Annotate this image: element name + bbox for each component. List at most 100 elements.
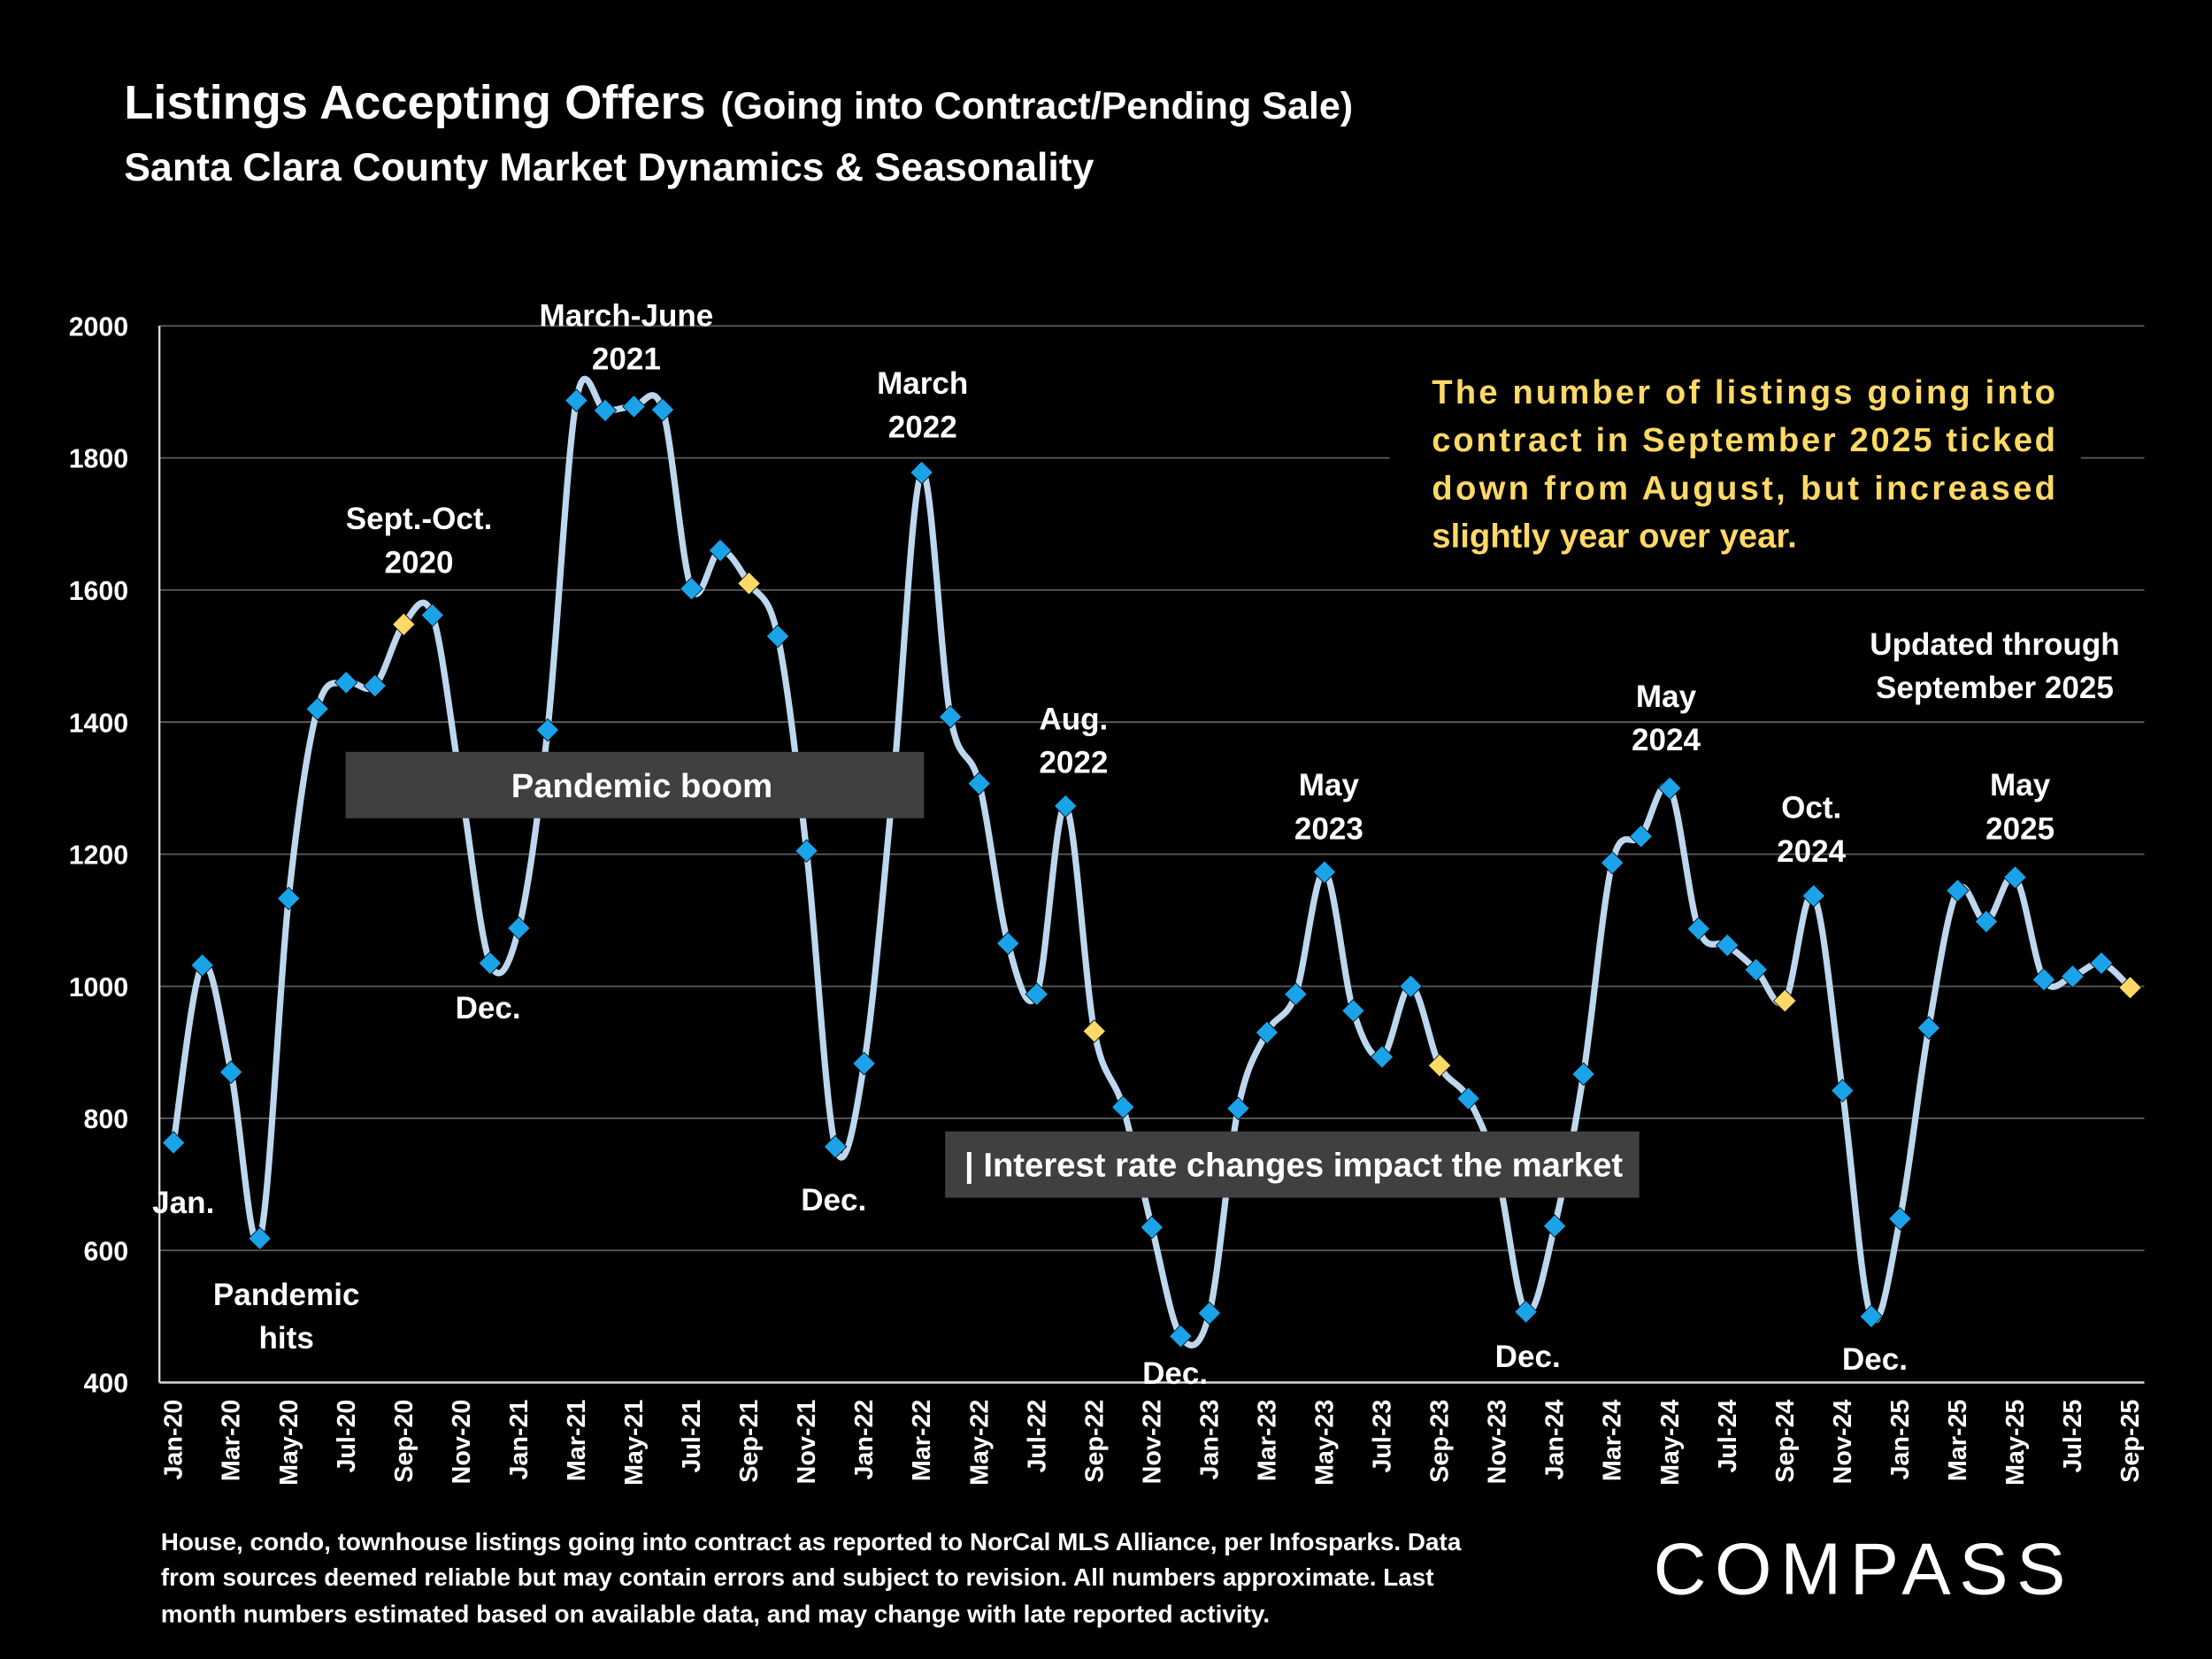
data-point-jan-25 xyxy=(1888,1207,1912,1231)
x-tick-label: Sep-25 xyxy=(2116,1400,2145,1483)
y-tick-label: 1200 xyxy=(69,841,128,871)
data-point-oct-22 xyxy=(1110,1094,1135,1119)
data-point-oct-21 xyxy=(765,624,790,649)
x-tick-label: Mar-24 xyxy=(1599,1400,1627,1482)
annotation-march-june-2021-1: March-June xyxy=(540,298,714,333)
data-point-nov-24 xyxy=(1830,1079,1855,1102)
data-point-sep-20 xyxy=(391,612,416,636)
data-point-aug-23 xyxy=(1399,974,1423,998)
x-tick-label: Nov-23 xyxy=(1484,1400,1512,1485)
data-point-feb-23 xyxy=(1226,1096,1250,1121)
compass-logo: COMPASS xyxy=(1654,1528,2074,1610)
data-point-jun-25 xyxy=(2032,967,2056,992)
x-tick-label: Jan-24 xyxy=(1541,1400,1570,1480)
data-point-mar-23 xyxy=(1255,1020,1279,1045)
x-tick-label: Nov-20 xyxy=(448,1400,476,1485)
annotation-oct-2024-2: 2024 xyxy=(1777,834,1847,869)
annotation-aug-2022-2: 2022 xyxy=(1039,746,1108,780)
data-point-sep-21 xyxy=(737,572,761,595)
y-tick-label: 800 xyxy=(84,1105,129,1134)
data-point-dec-24 xyxy=(1859,1304,1884,1329)
data-point-dec-21 xyxy=(823,1134,848,1159)
data-point-may-22 xyxy=(967,772,992,795)
annotation-may-2024-2: 2024 xyxy=(1632,723,1701,757)
note-line: The number of listings going into xyxy=(1432,373,2055,411)
data-point-aug-21 xyxy=(708,538,733,563)
interest-rate-label: | Interest rate changes impact the marke… xyxy=(964,1147,1623,1185)
data-point-nov-22 xyxy=(1140,1215,1164,1240)
x-tick-label: May-20 xyxy=(275,1400,303,1486)
data-point-feb-21 xyxy=(535,718,560,742)
annotation-may-2023-2: 2023 xyxy=(1294,812,1363,847)
y-tick-label: 1800 xyxy=(69,445,128,474)
data-point-apr-21 xyxy=(593,398,618,423)
x-tick-label: Jul-24 xyxy=(1714,1400,1742,1473)
annotation-sept-oct-2020-2: 2020 xyxy=(385,545,454,580)
data-point-apr-25 xyxy=(1974,910,1999,933)
x-tick-label: Sep-20 xyxy=(390,1400,419,1483)
data-point-apr-22 xyxy=(938,704,963,729)
x-tick-label: Nov-22 xyxy=(1138,1400,1166,1485)
x-tick-label: Jul-20 xyxy=(333,1400,361,1473)
x-tick-label: May-22 xyxy=(965,1400,994,1486)
data-point-mar-20 xyxy=(219,1060,243,1085)
x-tick-label: May-21 xyxy=(620,1400,649,1486)
data-point-feb-25 xyxy=(1916,1016,1941,1041)
annotation-march-2022-1: March xyxy=(877,366,968,401)
data-point-jun-23 xyxy=(1341,998,1365,1023)
annotation-may-2023-1: May xyxy=(1299,768,1360,803)
note-line: slightly year over year. xyxy=(1432,518,1796,556)
pandemic-boom-label: Pandemic boom xyxy=(511,767,772,805)
y-axis-ticks: 400 600 800 1000 1200 1400 1600 1800 2000 xyxy=(69,312,128,1398)
data-point-feb-20 xyxy=(190,953,214,978)
data-point-jun-22 xyxy=(995,931,1020,956)
data-point-sep-25 xyxy=(2118,975,2142,1000)
subtitle: Santa Clara County Market Dynamics & Sea… xyxy=(124,146,1094,189)
x-tick-label: Jul-25 xyxy=(2059,1400,2087,1473)
y-tick-label: 1000 xyxy=(69,973,128,1002)
x-tick-label: Sep-21 xyxy=(735,1400,764,1483)
x-tick-label: Jan-22 xyxy=(850,1400,879,1480)
data-point-jan-23 xyxy=(1197,1301,1222,1325)
x-tick-label: May-23 xyxy=(1311,1400,1340,1486)
x-tick-label: Jan-21 xyxy=(505,1400,534,1480)
x-tick-label: Jan-23 xyxy=(1195,1400,1224,1480)
annotation-dec-2024: Dec. xyxy=(1842,1342,1908,1377)
data-point-aug-24 xyxy=(1744,957,1769,982)
annotation-may-2025-2: 2025 xyxy=(1985,812,2055,847)
annotation-dec-2020: Dec. xyxy=(456,991,521,1025)
x-tick-label: Jan-25 xyxy=(1886,1400,1915,1480)
x-tick-label: Sep-23 xyxy=(1426,1400,1455,1483)
x-tick-label: Mar-22 xyxy=(908,1400,936,1481)
x-tick-label: Mar-23 xyxy=(1253,1400,1281,1481)
annotation-jan: Jan. xyxy=(152,1186,214,1220)
data-point-jun-20 xyxy=(305,696,330,721)
data-point-jul-25 xyxy=(2061,964,2085,988)
data-point-sep-23 xyxy=(1427,1053,1452,1078)
note-line: down from August, but increased xyxy=(1432,469,2055,507)
x-axis-ticks: Jan-20 Mar-20 May-20 Jul-20 Sep-20 Nov-20 Jan-… xyxy=(160,1400,2145,1486)
data-point-may-24 xyxy=(1657,776,1682,801)
data-point-jul-22 xyxy=(1025,982,1049,1006)
data-point-feb-24 xyxy=(1571,1062,1595,1087)
annotation-dec-2023: Dec. xyxy=(1495,1340,1561,1374)
annotations: Jan. Pandemic hits Sept.-Oct. 2020 Dec. … xyxy=(152,298,2119,1391)
x-tick-label: Jul-22 xyxy=(1023,1400,1051,1473)
data-point-oct-20 xyxy=(420,603,445,627)
data-point-may-21 xyxy=(622,395,646,419)
footer-line-1: House, condo, townhouse listings going i… xyxy=(161,1528,1462,1555)
interest-rate-box xyxy=(945,1131,1640,1198)
x-tick-label: Sep-24 xyxy=(1771,1400,1800,1483)
y-tick-label: 400 xyxy=(84,1370,129,1399)
x-tick-label: Mar-21 xyxy=(563,1400,591,1482)
data-point-apr-23 xyxy=(1284,982,1308,1006)
data-point-sep-22 xyxy=(1082,1019,1107,1043)
data-point-jun-24 xyxy=(1686,917,1711,941)
data-point-may-23 xyxy=(1312,860,1337,884)
y-tick-label: 600 xyxy=(84,1237,129,1266)
y-tick-label: 1400 xyxy=(69,709,128,738)
data-point-jan-24 xyxy=(1542,1214,1567,1238)
data-point-aug-20 xyxy=(363,673,388,698)
data-point-jul-23 xyxy=(1370,1045,1394,1069)
annotation-pandemic-hits-2: hits xyxy=(258,1321,313,1356)
